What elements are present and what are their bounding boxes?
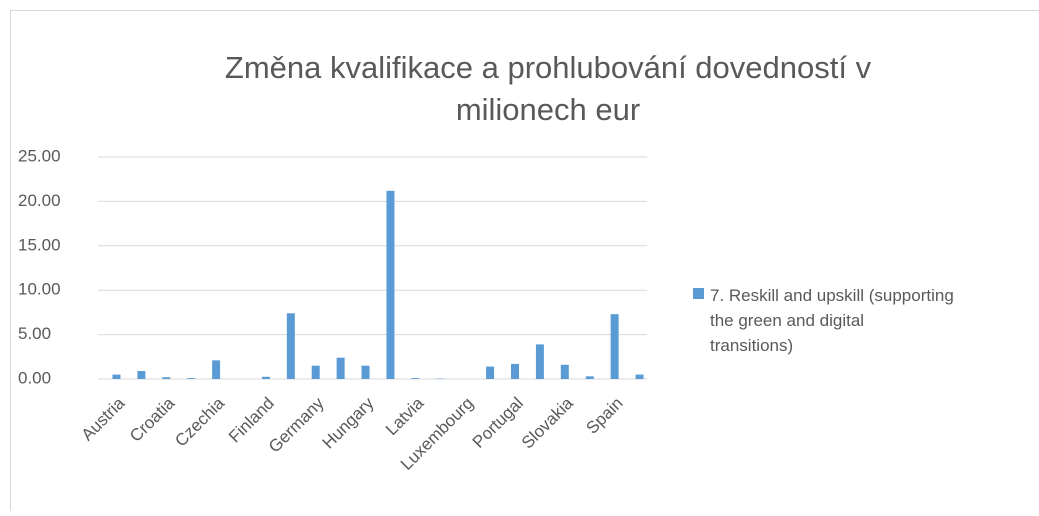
y-tick-label: 15.00	[18, 235, 61, 254]
bar	[411, 378, 419, 379]
legend-swatch	[693, 288, 704, 299]
bar	[362, 366, 370, 379]
bar	[187, 378, 195, 379]
y-tick-label: 0.00	[18, 368, 51, 387]
y-tick-label: 20.00	[18, 191, 61, 210]
bar	[137, 371, 145, 379]
bar	[511, 364, 519, 379]
bar	[287, 313, 295, 379]
bar	[536, 344, 544, 379]
bar	[636, 375, 644, 379]
bar	[162, 377, 170, 379]
bar	[586, 376, 594, 379]
bar	[262, 377, 270, 379]
bar	[112, 375, 120, 379]
bar	[561, 365, 569, 379]
y-tick-label: 10.00	[18, 280, 61, 299]
y-tick-label: 5.00	[18, 324, 51, 343]
y-tick-label: 25.00	[18, 146, 61, 165]
bar	[337, 358, 345, 379]
bar	[312, 366, 320, 379]
bar	[611, 314, 619, 379]
bar	[486, 367, 494, 379]
bar	[212, 360, 220, 379]
bar	[386, 191, 394, 379]
